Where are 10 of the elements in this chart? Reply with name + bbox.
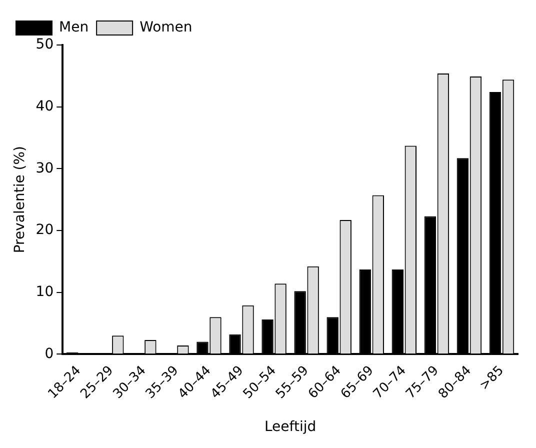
legend-label: Women (140, 20, 192, 36)
x-axis-title: Leeftijd (264, 419, 316, 436)
legend-label: Men (59, 20, 89, 36)
y-tick-label: 0 (44, 346, 54, 362)
y-tick-label: 50 (36, 36, 54, 53)
y-tick-label: 10 (36, 284, 54, 300)
y-tick-label: 20 (36, 222, 54, 238)
y-axis-title: Prevalentie (%) (12, 146, 28, 254)
y-tick-label: 40 (36, 98, 54, 114)
y-tick-label: 30 (36, 160, 54, 176)
